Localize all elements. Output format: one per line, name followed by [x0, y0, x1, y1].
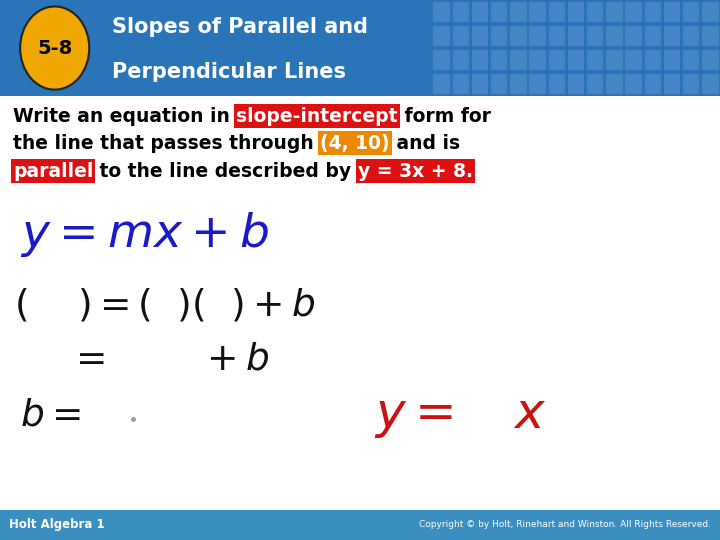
Bar	[702, 74, 719, 94]
Bar	[644, 2, 661, 22]
Bar	[549, 26, 565, 46]
Bar	[644, 26, 661, 46]
Bar	[587, 26, 603, 46]
Bar	[568, 26, 584, 46]
Bar	[529, 50, 546, 70]
Text: $(\ \ \ \ )=(\ \ )(\ \ )+b$: $(\ \ \ \ )=(\ \ )(\ \ )+b$	[14, 287, 315, 323]
Bar	[453, 2, 469, 22]
Bar	[683, 2, 699, 22]
Bar	[606, 50, 623, 70]
Bar	[433, 26, 450, 46]
Bar	[568, 74, 584, 94]
Bar	[0, 0, 720, 96]
Text: Copyright © by Holt, Rinehart and Winston. All Rights Reserved.: Copyright © by Holt, Rinehart and Winsto…	[418, 521, 711, 529]
Bar	[626, 50, 642, 70]
Text: $y =\ \ \ x$: $y =\ \ \ x$	[374, 392, 547, 440]
Bar	[472, 26, 488, 46]
Text: y = 3x + 8.: y = 3x + 8.	[358, 161, 473, 181]
Bar	[234, 104, 400, 128]
Bar	[318, 131, 392, 155]
Bar	[0, 510, 720, 540]
Bar	[453, 26, 469, 46]
Bar	[626, 74, 642, 94]
Bar	[606, 2, 623, 22]
Bar	[683, 74, 699, 94]
Bar	[702, 2, 719, 22]
Bar	[491, 2, 508, 22]
Bar	[491, 74, 508, 94]
Text: 5-8: 5-8	[37, 38, 72, 58]
Bar	[587, 74, 603, 94]
Bar	[587, 50, 603, 70]
Bar	[529, 74, 546, 94]
Bar	[664, 74, 680, 94]
Text: $y = mx + b$: $y = mx + b$	[20, 211, 269, 259]
Text: $=\ \ \ \ \ \ \ +b$: $=\ \ \ \ \ \ \ +b$	[68, 341, 270, 377]
Bar	[433, 74, 450, 94]
Bar	[683, 50, 699, 70]
Text: to the line described by: to the line described by	[94, 161, 358, 181]
Bar	[549, 74, 565, 94]
Bar	[472, 50, 488, 70]
Bar	[453, 50, 469, 70]
Bar	[626, 2, 642, 22]
Text: parallel: parallel	[13, 161, 94, 181]
Bar	[664, 50, 680, 70]
Bar	[702, 26, 719, 46]
Ellipse shape	[20, 6, 89, 90]
Bar	[510, 50, 526, 70]
Bar	[433, 50, 450, 70]
Bar	[11, 159, 96, 183]
Bar	[549, 2, 565, 22]
Bar	[606, 26, 623, 46]
Bar	[606, 74, 623, 94]
Bar	[472, 2, 488, 22]
Bar	[491, 26, 508, 46]
Text: and is: and is	[390, 133, 460, 153]
Bar	[664, 2, 680, 22]
Text: the line that passes through: the line that passes through	[13, 133, 320, 153]
Bar	[510, 74, 526, 94]
Text: Holt Algebra 1: Holt Algebra 1	[9, 518, 105, 531]
Bar	[664, 26, 680, 46]
Bar	[491, 50, 508, 70]
Text: Write an equation in: Write an equation in	[13, 106, 236, 126]
Bar	[510, 2, 526, 22]
Bar	[683, 26, 699, 46]
Bar	[510, 26, 526, 46]
Bar	[568, 50, 584, 70]
Text: (4, 10): (4, 10)	[320, 133, 390, 153]
Bar	[356, 159, 475, 183]
Bar	[472, 74, 488, 94]
Text: form for: form for	[398, 106, 491, 126]
Bar	[549, 50, 565, 70]
Text: Slopes of Parallel and: Slopes of Parallel and	[112, 17, 368, 37]
Bar	[702, 50, 719, 70]
Bar	[433, 2, 450, 22]
Text: slope-intercept: slope-intercept	[236, 106, 398, 126]
Bar	[453, 74, 469, 94]
Bar	[568, 2, 584, 22]
Text: Perpendicular Lines: Perpendicular Lines	[112, 62, 346, 82]
Bar	[644, 50, 661, 70]
Bar	[587, 2, 603, 22]
Bar	[644, 74, 661, 94]
Bar	[529, 2, 546, 22]
Bar	[529, 26, 546, 46]
Bar	[626, 26, 642, 46]
Text: $b =$: $b =$	[20, 398, 81, 434]
